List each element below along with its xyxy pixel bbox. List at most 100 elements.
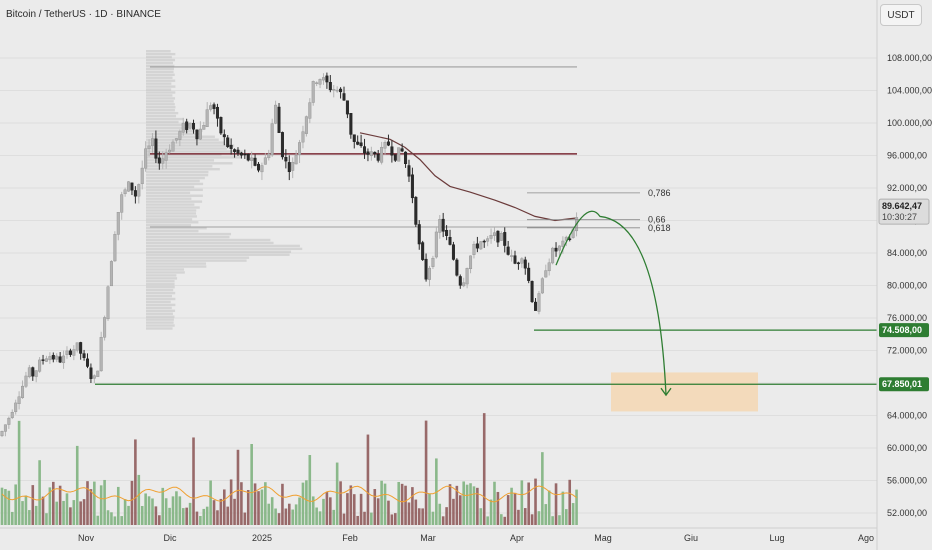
volume-bar	[93, 481, 96, 525]
candle-body	[544, 270, 548, 278]
profile-bar	[146, 70, 174, 74]
volume-bar	[455, 485, 459, 525]
candle-body	[321, 77, 325, 81]
candle-body	[21, 385, 25, 398]
candle-body	[130, 182, 134, 191]
profile-bar	[146, 327, 173, 330]
volume-bar	[332, 509, 336, 525]
volume-bar	[517, 509, 520, 525]
profile-bar	[146, 162, 233, 165]
profile-bar	[146, 132, 202, 135]
candle-body	[51, 354, 55, 360]
profile-bar	[146, 209, 197, 212]
profile-bar	[146, 94, 173, 97]
candle-body	[263, 157, 267, 165]
volume-bar	[267, 503, 271, 525]
currency-button[interactable]: USDT	[880, 4, 922, 26]
price-axis: 108.000,00 104.000,00 100.000,00 96.000,00 9…	[876, 0, 932, 550]
volume-bar	[120, 516, 123, 525]
candle-body	[561, 240, 565, 247]
volume-bar	[571, 503, 575, 525]
profile-bar	[146, 227, 207, 230]
volume-bar	[352, 494, 356, 525]
candle-body	[116, 212, 120, 235]
projection-arrowhead	[660, 387, 672, 397]
volume-bar	[339, 481, 342, 525]
volume-bar	[116, 486, 120, 525]
candle-body	[157, 157, 161, 164]
candle-body	[171, 141, 175, 152]
volume-bar	[144, 493, 147, 525]
volume-bar	[0, 487, 4, 525]
y-tick-label: 56.000,00	[887, 476, 927, 486]
candle-body	[185, 121, 189, 130]
candle-body	[462, 282, 466, 287]
volume-bar	[421, 508, 424, 525]
price-tag-label-bg	[879, 377, 929, 392]
volume-bar	[376, 498, 380, 525]
volume-bar	[400, 483, 404, 525]
volume-bar	[17, 420, 21, 525]
volume-bar	[31, 485, 35, 525]
volume-bar	[301, 482, 305, 525]
volume-bar	[10, 511, 14, 525]
candle-body	[301, 131, 305, 143]
profile-bar	[146, 241, 274, 245]
profile-bar	[146, 82, 172, 85]
candle-body	[472, 243, 476, 255]
volume-bar	[38, 460, 41, 525]
volume-bar	[134, 439, 137, 525]
profile-bar	[146, 224, 192, 227]
candle-body	[246, 153, 250, 161]
candle-body	[205, 109, 209, 127]
volume-bar	[137, 474, 141, 525]
volume-bar	[308, 455, 312, 525]
profile-bar	[146, 247, 303, 251]
profile-bar	[146, 141, 225, 144]
candle-body	[527, 267, 531, 281]
profile-bar	[146, 194, 203, 197]
volume-bar	[472, 486, 476, 525]
candle-body	[506, 246, 510, 255]
volume-bar	[181, 508, 185, 525]
volume-bar	[356, 515, 359, 525]
candle-body	[137, 184, 141, 197]
x-tick-label: Mar	[420, 533, 436, 543]
profile-bar	[146, 321, 174, 324]
candle-body	[192, 122, 196, 130]
volume-bar	[329, 497, 332, 525]
volume-bar	[79, 501, 82, 525]
candle-body	[55, 355, 59, 360]
candle-body	[75, 342, 79, 351]
profile-bar	[146, 159, 215, 162]
candle-body	[89, 367, 93, 379]
profile-bar	[146, 291, 176, 295]
profile-bar	[146, 265, 207, 268]
volume-bar	[171, 496, 175, 525]
x-tick-label: 2025	[252, 533, 272, 543]
volume-bar	[185, 507, 188, 525]
profile-bar	[146, 173, 209, 177]
candle-body	[489, 235, 493, 239]
y-tick-label: 80.000,00	[887, 281, 927, 291]
profile-bar	[146, 85, 176, 88]
candle-body	[451, 244, 455, 260]
volume-bar	[127, 505, 130, 525]
volume-bar	[527, 482, 530, 525]
candle-body	[424, 258, 428, 280]
grid	[0, 57, 877, 514]
volume-bar	[349, 485, 353, 525]
candle-body	[499, 233, 503, 241]
volume-bar	[363, 511, 366, 525]
volume-bar	[82, 499, 86, 525]
volume-bar	[45, 513, 48, 525]
candle-body	[404, 151, 408, 165]
candle-body	[24, 375, 28, 387]
volume-bar	[544, 504, 548, 525]
profile-bar	[146, 315, 175, 318]
candle-body	[356, 141, 360, 145]
profile-bar	[146, 235, 230, 239]
volume-bar	[523, 508, 527, 525]
candle-body	[253, 157, 257, 166]
